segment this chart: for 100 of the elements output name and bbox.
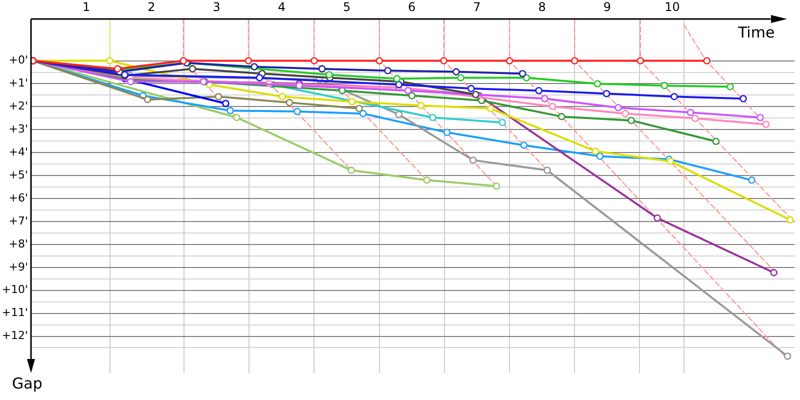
point — [786, 216, 794, 224]
point — [691, 114, 699, 122]
point — [594, 80, 602, 88]
point — [541, 95, 548, 102]
point — [226, 106, 234, 114]
point — [654, 214, 661, 222]
y-tick-label: +6' — [8, 191, 28, 204]
point — [784, 352, 792, 360]
point — [548, 102, 556, 110]
point — [359, 110, 367, 118]
point — [686, 108, 694, 116]
x-tick-label: 6 — [408, 0, 416, 14]
y-axis-title: Gap — [12, 374, 42, 392]
point — [712, 138, 720, 146]
point — [408, 92, 416, 100]
point — [596, 152, 604, 160]
point — [348, 166, 355, 174]
point — [558, 112, 566, 120]
point — [233, 114, 240, 122]
x-tick-label: 9 — [603, 0, 612, 14]
point — [355, 104, 363, 112]
point — [614, 104, 622, 112]
point — [535, 86, 542, 94]
point — [404, 86, 412, 94]
point — [395, 110, 402, 118]
y-tick-label: +5' — [8, 168, 28, 182]
point — [522, 74, 530, 82]
point — [423, 176, 430, 184]
point — [440, 57, 448, 64]
point — [144, 96, 152, 104]
point — [222, 100, 230, 108]
point — [703, 57, 710, 64]
x-tick-label: 3 — [212, 0, 220, 14]
point — [544, 166, 551, 174]
point — [250, 63, 258, 70]
point — [188, 65, 196, 72]
y-tick-label: +2' — [8, 100, 28, 113]
x-axis-title: Time — [736, 23, 775, 42]
point — [106, 57, 114, 64]
point — [770, 269, 778, 276]
point — [384, 67, 392, 74]
point — [393, 75, 401, 82]
x-tick-label: 1 — [82, 0, 90, 14]
x-tick-label: 4 — [278, 0, 286, 14]
point — [472, 90, 480, 98]
point — [429, 114, 436, 122]
y-tick-label: +3' — [8, 122, 28, 136]
y-tick-label: +0' — [8, 54, 28, 67]
x-tick-label: 10 — [664, 0, 680, 14]
point — [748, 176, 756, 184]
point — [126, 78, 134, 86]
point — [443, 128, 451, 136]
point — [628, 116, 635, 124]
point — [762, 120, 770, 128]
point — [602, 90, 610, 98]
point — [487, 104, 494, 112]
point — [498, 118, 506, 126]
point — [326, 71, 333, 78]
y-tick-label: +12' — [2, 329, 28, 342]
point — [180, 57, 187, 64]
point — [395, 81, 402, 88]
y-tick-label: +4' — [8, 145, 28, 158]
x-tick-label: 7 — [473, 0, 481, 14]
y-tick-label: +10' — [2, 283, 28, 296]
point — [286, 98, 294, 106]
point — [256, 74, 264, 82]
point — [348, 98, 356, 106]
point — [518, 70, 526, 78]
point — [469, 156, 477, 164]
point — [457, 74, 464, 82]
point — [570, 57, 578, 64]
y-tick-label: +8' — [8, 237, 28, 250]
point — [214, 92, 222, 100]
point — [467, 84, 475, 92]
point — [318, 65, 326, 72]
point — [376, 57, 383, 64]
y-tick-label: +11' — [2, 306, 28, 320]
point — [670, 92, 678, 100]
point — [310, 57, 318, 64]
point — [740, 95, 747, 102]
point — [452, 68, 460, 76]
x-tick-label: 5 — [342, 0, 351, 14]
y-tick-label: +7' — [8, 214, 28, 228]
point — [492, 182, 500, 190]
point — [520, 142, 528, 149]
x-tick-label: 8 — [538, 0, 546, 14]
point — [726, 83, 734, 90]
point — [417, 102, 425, 110]
x-tick-label: 2 — [148, 0, 156, 14]
point — [278, 92, 286, 100]
point — [506, 57, 514, 64]
point — [622, 110, 630, 118]
y-tick-label: +1' — [8, 76, 28, 90]
point — [636, 57, 644, 64]
point — [660, 82, 668, 90]
point — [294, 108, 301, 116]
point — [756, 114, 764, 122]
point — [244, 57, 252, 64]
point — [592, 148, 600, 155]
y-tick-label: +9' — [8, 260, 28, 274]
